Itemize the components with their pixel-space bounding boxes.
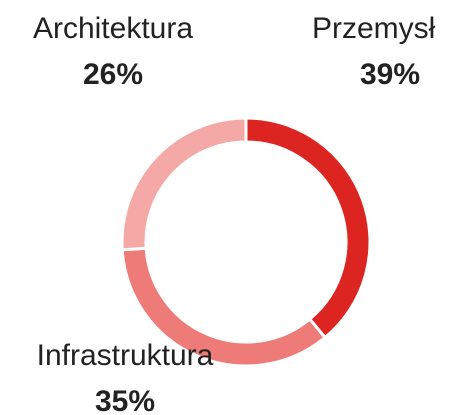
- donut-segment: [244, 116, 372, 340]
- donut-segment: [120, 116, 248, 252]
- value-label: 39%: [360, 58, 420, 91]
- category-label: Przemysł: [312, 12, 436, 45]
- value-label: 26%: [83, 58, 143, 91]
- value-label: 35%: [95, 385, 155, 415]
- category-label: Architektura: [33, 12, 193, 45]
- category-label: Infrastruktura: [37, 339, 214, 372]
